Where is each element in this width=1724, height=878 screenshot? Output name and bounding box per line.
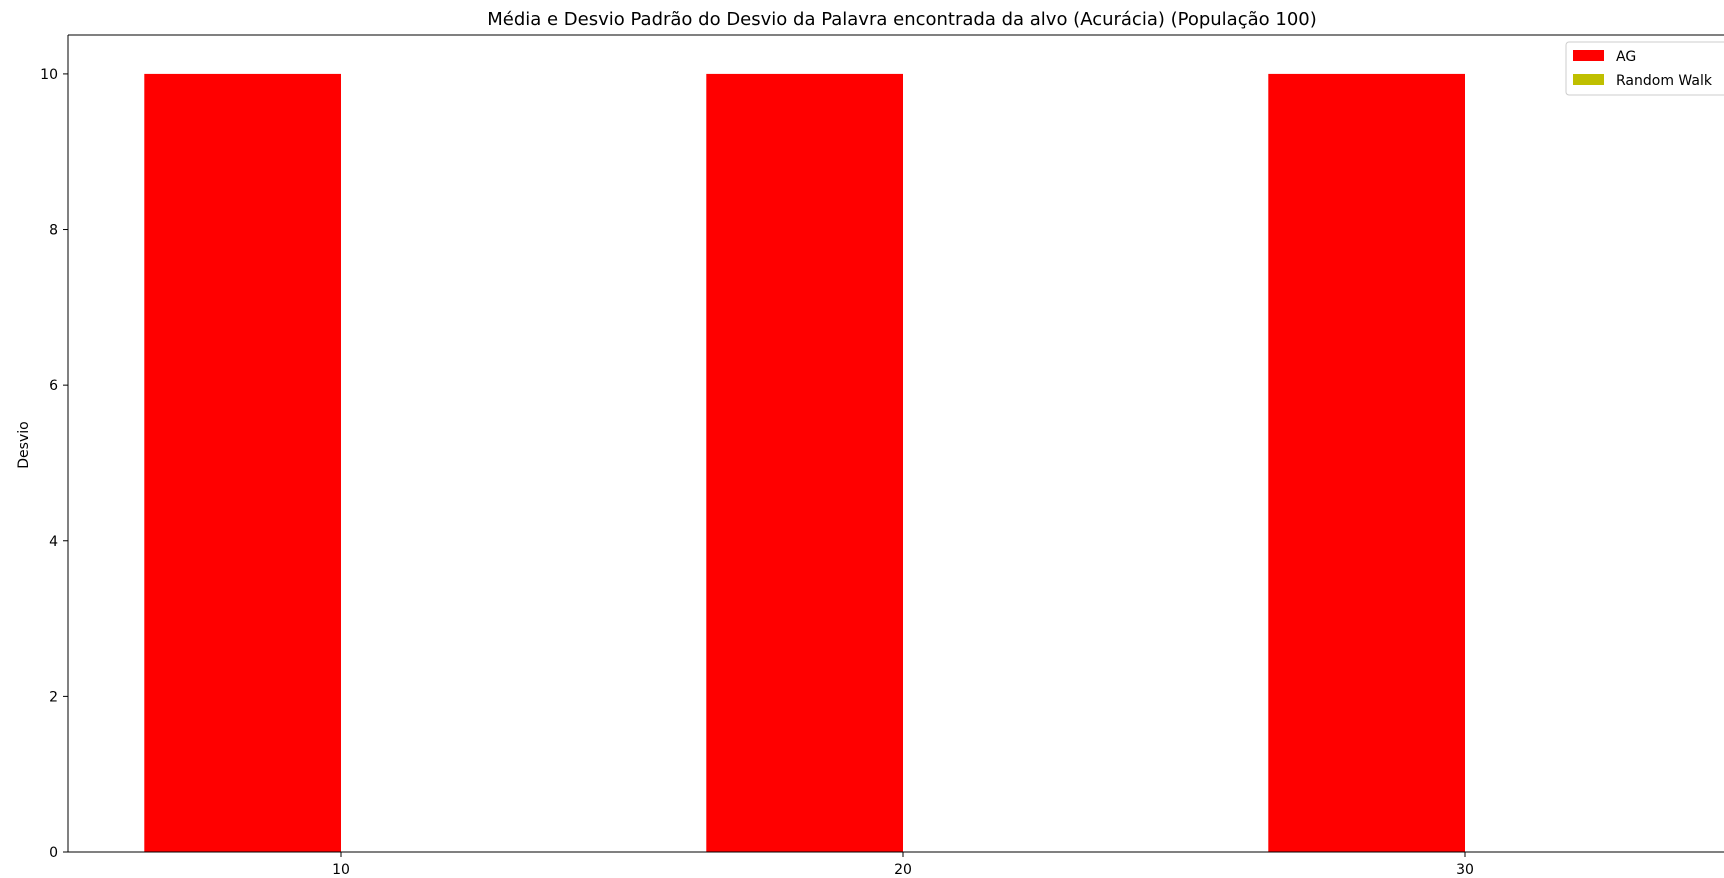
x-tick-label: 30	[1456, 862, 1474, 878]
x-tick-label: 20	[894, 862, 912, 878]
legend-items: AG Random Walk	[1573, 49, 1713, 89]
y-axis-ticks: 0 2 4 6 8 10	[40, 67, 68, 861]
legend-label-random-walk: Random Walk	[1616, 73, 1713, 89]
bar-ag-10	[144, 73, 341, 852]
bar-ag-20	[706, 73, 903, 852]
legend-box	[1565, 41, 1724, 96]
y-tick-label: 8	[49, 223, 58, 239]
y-tick-label: 4	[49, 534, 58, 550]
legend: AG Random Walk	[1565, 41, 1724, 96]
legend-swatch-random-walk	[1573, 74, 1604, 85]
bar-ag-30	[1268, 73, 1465, 852]
x-tick-label: 10	[332, 862, 350, 878]
legend-label-ag: AG	[1616, 49, 1636, 65]
y-tick-label: 2	[49, 689, 58, 705]
plot-area: 0 2 4 6 8 10 10 20 30	[40, 34, 1724, 878]
y-tick-label: 10	[40, 67, 58, 83]
y-tick-label: 6	[49, 378, 58, 394]
y-axis-label: Desvio	[16, 421, 32, 468]
legend-swatch-ag	[1573, 50, 1604, 61]
y-tick-label: 0	[49, 845, 58, 861]
chart-title: Média e Desvio Padrão do Desvio da Palav…	[487, 9, 1317, 30]
bars-layer	[144, 73, 1465, 852]
x-axis-ticks: 10 20 30	[332, 852, 1474, 878]
